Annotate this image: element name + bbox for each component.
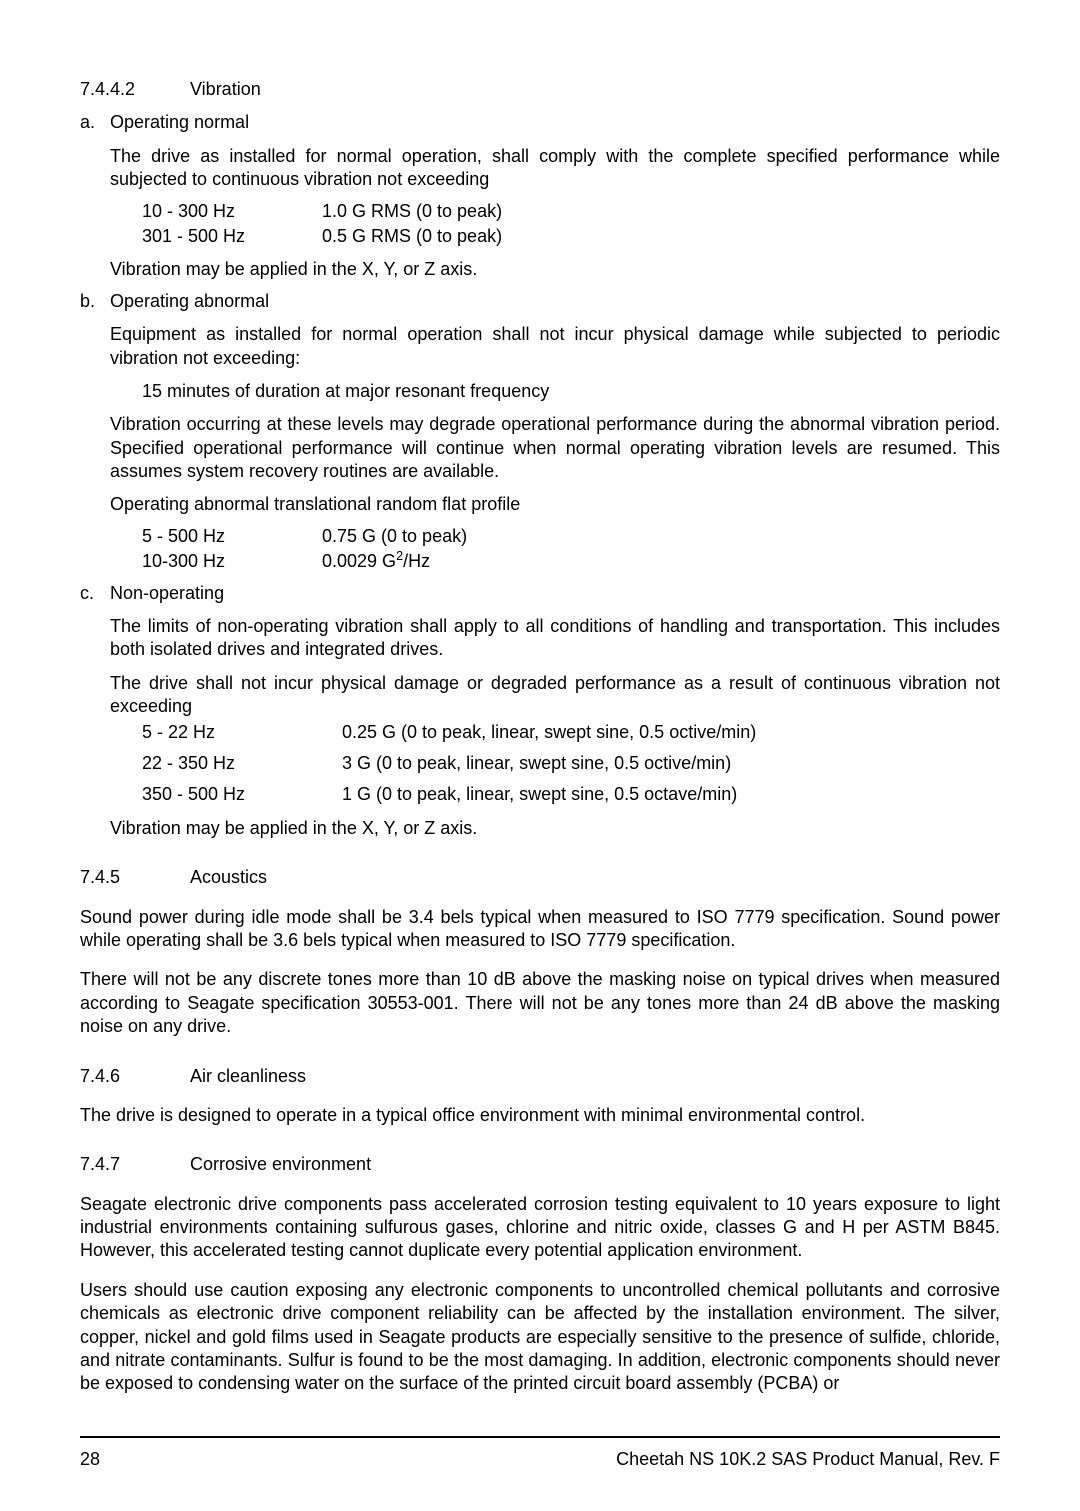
item-a-p1: The drive as installed for normal operat… (110, 145, 1000, 192)
cell-part: /Hz (403, 551, 430, 571)
table-row: 301 - 500 Hz 0.5 G RMS (0 to peak) (142, 225, 1000, 248)
section-746-heading: 7.4.6 Air cleanliness (80, 1065, 1000, 1088)
item-b: b. Operating abnormal (80, 290, 1000, 313)
section-title: Corrosive environment (190, 1153, 371, 1176)
table-row: 5 - 22 Hz 0.25 G (0 to peak, linear, swe… (142, 721, 1000, 744)
page-footer: 28 Cheetah NS 10K.2 SAS Product Manual, … (80, 1436, 1000, 1471)
doc-title: Cheetah NS 10K.2 SAS Product Manual, Rev… (616, 1448, 1000, 1471)
section-number: 7.4.7 (80, 1153, 190, 1176)
s745-p1: Sound power during idle mode shall be 3.… (80, 906, 1000, 953)
cell: 301 - 500 Hz (142, 225, 322, 248)
item-letter: a. (80, 111, 110, 134)
item-letter: b. (80, 290, 110, 313)
table-row: 5 - 500 Hz 0.75 G (0 to peak) (142, 525, 1000, 548)
section-number: 7.4.5 (80, 866, 190, 889)
item-letter: c. (80, 582, 110, 605)
item-c-p1: The limits of non-operating vibration sh… (110, 615, 1000, 662)
item-a-table: 10 - 300 Hz 1.0 G RMS (0 to peak) 301 - … (142, 200, 1000, 249)
item-b-p2: 15 minutes of duration at major resonant… (142, 380, 1000, 403)
cell: 0.0029 G2/Hz (322, 550, 1000, 573)
cell: 5 - 22 Hz (142, 721, 342, 744)
table-row: 350 - 500 Hz 1 G (0 to peak, linear, swe… (142, 783, 1000, 806)
item-title: Operating normal (110, 111, 1000, 134)
table-row: 10-300 Hz 0.0029 G2/Hz (142, 550, 1000, 573)
item-title: Operating abnormal (110, 290, 1000, 313)
item-c-p2: The drive shall not incur physical damag… (110, 672, 1000, 719)
item-title: Non-operating (110, 582, 1000, 605)
page-number: 28 (80, 1448, 100, 1471)
s747-p1: Seagate electronic drive components pass… (80, 1193, 1000, 1263)
section-title: Air cleanliness (190, 1065, 306, 1088)
section-number: 7.4.6 (80, 1065, 190, 1088)
s747-p2: Users should use caution exposing any el… (80, 1279, 1000, 1396)
item-b-table: 5 - 500 Hz 0.75 G (0 to peak) 10-300 Hz … (142, 525, 1000, 574)
section-title: Acoustics (190, 866, 267, 889)
section-747-heading: 7.4.7 Corrosive environment (80, 1153, 1000, 1176)
item-a: a. Operating normal (80, 111, 1000, 134)
item-c: c. Non-operating (80, 582, 1000, 605)
section-7442-heading: 7.4.4.2 Vibration (80, 78, 1000, 101)
item-a-p2: Vibration may be applied in the X, Y, or… (110, 258, 1000, 281)
item-c-p3: Vibration may be applied in the X, Y, or… (110, 817, 1000, 840)
cell: 350 - 500 Hz (142, 783, 342, 806)
s745-p2: There will not be any discrete tones mor… (80, 968, 1000, 1038)
section-745-heading: 7.4.5 Acoustics (80, 866, 1000, 889)
table-row: 22 - 350 Hz 3 G (0 to peak, linear, swep… (142, 752, 1000, 775)
item-b-p1: Equipment as installed for normal operat… (110, 323, 1000, 370)
cell: 0.5 G RMS (0 to peak) (322, 225, 1000, 248)
s746-p1: The drive is designed to operate in a ty… (80, 1104, 1000, 1127)
cell: 0.75 G (0 to peak) (322, 525, 1000, 548)
table-row: 10 - 300 Hz 1.0 G RMS (0 to peak) (142, 200, 1000, 223)
cell: 1.0 G RMS (0 to peak) (322, 200, 1000, 223)
cell: 3 G (0 to peak, linear, swept sine, 0.5 … (342, 752, 1000, 775)
section-title: Vibration (190, 78, 261, 101)
cell: 5 - 500 Hz (142, 525, 322, 548)
cell: 10-300 Hz (142, 550, 322, 573)
cell: 10 - 300 Hz (142, 200, 322, 223)
cell: 0.25 G (0 to peak, linear, swept sine, 0… (342, 721, 1000, 744)
cell-part: 0.0029 G (322, 551, 396, 571)
section-number: 7.4.4.2 (80, 78, 190, 101)
item-b-p4: Operating abnormal translational random … (110, 493, 1000, 516)
item-b-p3: Vibration occurring at these levels may … (110, 413, 1000, 483)
cell: 1 G (0 to peak, linear, swept sine, 0.5 … (342, 783, 1000, 806)
item-c-table: 5 - 22 Hz 0.25 G (0 to peak, linear, swe… (142, 721, 1000, 807)
cell: 22 - 350 Hz (142, 752, 342, 775)
